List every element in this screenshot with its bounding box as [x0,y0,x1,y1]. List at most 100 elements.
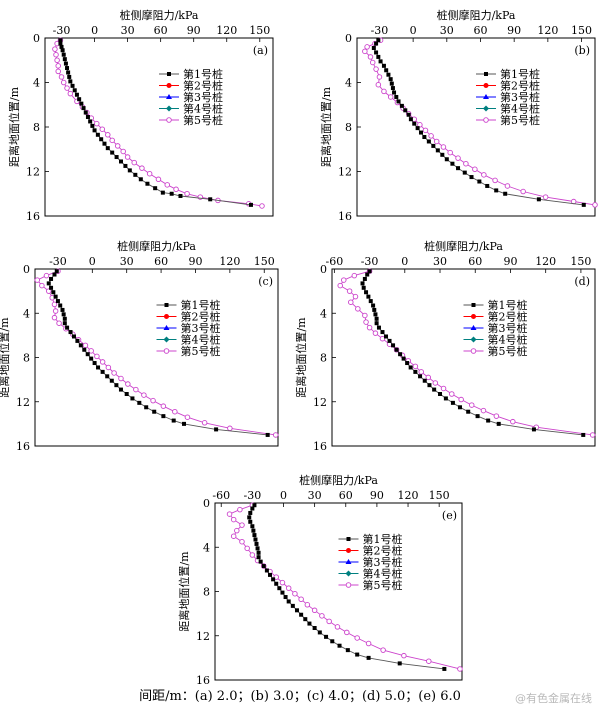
data-point [133,172,138,177]
data-point [54,57,60,64]
data-point [387,94,394,100]
data-point [503,191,508,196]
data-point [99,126,106,132]
data-point [247,515,252,520]
data-point [155,176,162,183]
series-line [228,504,461,670]
data-point [337,643,342,648]
data-point [458,396,464,403]
data-point [352,293,359,300]
data-point [390,86,395,91]
data-point [268,572,273,577]
data-point [171,418,176,423]
data-point [447,149,453,156]
data-point [369,59,376,66]
data-point [475,414,480,419]
chart-panel-b: -30 0 30 60 90 120 150 0 4 8 12 16 桩侧摩阻力/kPa 距离地面位置/m… [319,8,598,223]
legend-marker [484,72,488,76]
data-point [239,522,245,528]
legend-label: 第2号桩 [500,79,540,93]
chart-panel-c: -30 0 30 60 90 120 150 0 4 8 12 16 桩侧摩阻力/kPa 距离地面位置/m… [0,239,279,453]
data-point [366,294,371,299]
data-point [65,66,70,71]
data-point [303,617,308,622]
data-point [46,288,52,294]
data-point [346,288,353,294]
x-tick-label: 30 [440,24,454,37]
legend-entry: 第3号桩 [159,90,223,104]
legend-entry: 第3号桩 [338,555,403,569]
x-tick-label: 120 [219,255,240,268]
data-point [230,533,237,539]
data-point [39,282,45,289]
data-point [408,365,413,370]
data-point [344,629,350,636]
y-axis-title: 距离地面位置/m [7,86,21,167]
legend-marker [345,582,352,588]
legend-label: 第5号桩 [363,578,403,592]
series-line [59,40,252,206]
data-point [376,74,383,80]
y-tick-label: 12 [196,630,210,643]
legend-entry: 第2号桩 [159,79,223,93]
data-point [248,510,253,515]
data-point [234,527,240,534]
chart-panel-e: -60 -30 0 30 60 90 120 150 0 4 8 12 16 桩侧摩阻力/kPa 距离地面位… [177,473,463,687]
x-tick-label: 90 [503,255,517,268]
legend-label: 第3号桩 [183,90,223,104]
x-tick-label: -30 [371,24,389,37]
data-point [130,396,135,401]
data-point [378,59,383,64]
x-tick-label: 90 [188,255,202,268]
data-point [53,294,58,299]
legend-label: 第4号桩 [183,102,223,116]
data-point [58,303,63,308]
data-point [457,666,463,672]
legend-marker [166,105,172,112]
data-point [384,68,389,73]
legend-marker [470,325,477,330]
y-tick-label: 8 [203,586,210,599]
legend-marker [483,83,489,88]
x-tick-label: 120 [537,24,558,37]
data-point [67,90,74,97]
data-point [422,127,429,134]
data-point [307,621,312,626]
data-point [258,559,263,564]
x-tick-label: 0 [401,255,408,268]
legend-marker [163,336,170,343]
data-point [265,432,270,437]
data-point [396,99,401,104]
data-point [351,272,358,279]
data-point [252,503,257,508]
legend-marker [167,72,171,76]
data-point [443,396,448,401]
data-point [433,138,440,145]
y-tick-label: 8 [23,352,30,365]
y-tick-label: 0 [33,32,40,45]
data-point [311,607,318,614]
data-point [422,135,427,140]
data-point [72,88,77,93]
data-point [455,155,461,161]
data-point [456,166,461,171]
data-point [469,175,474,180]
data-point [426,139,431,144]
data-point [412,363,419,370]
data-point [58,38,63,43]
x-tick-label: 150 [249,24,270,37]
data-point [82,342,89,349]
data-point [85,352,90,357]
data-point [92,128,97,133]
data-point [255,546,260,551]
y-tick-label: 8 [345,121,352,134]
series-line [36,270,276,436]
data-point [244,545,250,552]
data-point [394,347,399,352]
data-point [271,577,276,582]
data-point [79,101,84,106]
x-tick-label: 0 [280,489,287,502]
data-point [401,356,406,361]
y-tick-label: 0 [203,497,210,510]
